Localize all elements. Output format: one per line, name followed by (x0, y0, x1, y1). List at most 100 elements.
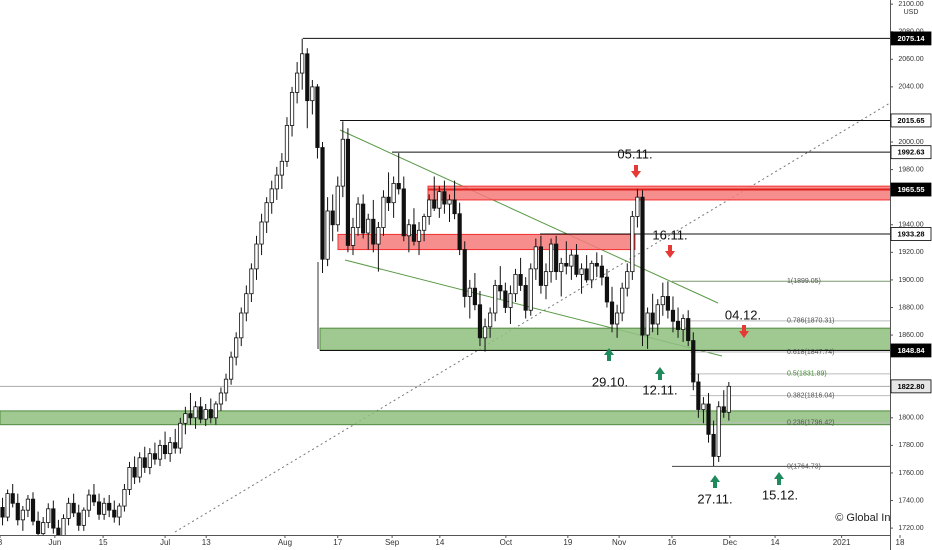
candle-body (432, 199, 437, 209)
candle-body (421, 216, 427, 231)
x-tick-label: 19 (563, 538, 572, 547)
candle-body (71, 502, 76, 514)
candle-body (91, 494, 97, 503)
time-axis (0, 535, 890, 550)
candle-body (726, 385, 731, 413)
level-label-box (890, 343, 932, 358)
zone (319, 327, 932, 351)
annotation-label: 29.10. (592, 374, 628, 389)
currency-label: USD (904, 9, 919, 16)
candle-body (427, 199, 432, 217)
y-tick-label: 2040.00 (898, 84, 923, 91)
candle-body (635, 196, 640, 217)
arrow (665, 245, 675, 258)
candle-body (320, 147, 325, 260)
candle-body (315, 86, 320, 148)
candle-body (533, 246, 538, 270)
candle-body (178, 422, 183, 449)
candle-body (325, 210, 330, 260)
candle-body (543, 271, 549, 286)
x-tick-label: 14 (771, 538, 780, 547)
candle-body (538, 246, 544, 286)
candle-body (355, 203, 361, 228)
x-tick-label: 2021 (833, 538, 851, 547)
candle-body (193, 406, 198, 419)
fib-label: 0.382(1816.04) (787, 393, 834, 400)
candle-body (386, 196, 391, 204)
y-tick-label: 2100.00 (898, 1, 923, 8)
candle-body (706, 403, 711, 435)
candle-body (218, 392, 224, 405)
arrow (631, 165, 641, 178)
candle-body (162, 444, 168, 455)
candle-body (457, 213, 462, 250)
candle-body (614, 312, 620, 325)
candle-body (269, 188, 274, 204)
candle-body (335, 185, 340, 226)
candle-body (157, 444, 163, 460)
candle-body (51, 508, 56, 529)
candle-body (127, 467, 132, 490)
candle-body (366, 218, 371, 234)
candle-body (681, 318, 686, 330)
level-label: 2015.65 (897, 116, 924, 125)
arrow (604, 348, 614, 361)
candle-body (310, 86, 315, 102)
arrow (710, 475, 720, 488)
candle-body (66, 502, 71, 519)
annotation-label: 27.11. (697, 491, 732, 506)
candle-body (340, 138, 345, 187)
zone (427, 185, 932, 201)
y-tick-label: 1860.00 (898, 332, 923, 339)
candle-body (223, 378, 229, 394)
y-tick-label: 1920.00 (898, 249, 923, 256)
level-label-box (890, 113, 932, 128)
candle-body (10, 493, 15, 504)
candle-body (437, 191, 442, 209)
candle-body (35, 520, 41, 535)
candle-body (81, 509, 86, 526)
candle-body (462, 249, 467, 297)
y-tick-label: 2000.00 (898, 139, 923, 146)
candle-body (86, 494, 91, 511)
annotation-label: 05.11. (617, 146, 652, 161)
x-tick-label: Dec (723, 538, 737, 547)
candle-body (371, 218, 376, 245)
candle-body (696, 381, 701, 410)
candle-body (452, 199, 457, 215)
candle-body (5, 493, 10, 518)
candle-body (559, 262, 564, 273)
candle-body (122, 489, 127, 507)
candle-body (198, 406, 203, 420)
candle-body (147, 453, 152, 468)
candle-body (112, 509, 117, 518)
candle-body (142, 457, 147, 468)
candle-body (284, 125, 290, 162)
x-tick-label: 17 (333, 538, 342, 547)
candle-body (620, 287, 625, 314)
candle-body (564, 262, 569, 267)
candle-body (76, 512, 81, 526)
trend-line (339, 129, 719, 304)
candle-body (670, 309, 676, 322)
candle-body (498, 285, 503, 292)
candle-body (508, 293, 513, 308)
x-tick-label: Nov (612, 538, 626, 547)
candle-body (686, 318, 691, 341)
candle-body (228, 356, 234, 380)
candle-body (361, 203, 366, 234)
candle-body (579, 268, 584, 275)
level-label: 1965.55 (897, 185, 924, 194)
candle-body (152, 453, 158, 460)
candle-body (493, 285, 498, 314)
candle-body (625, 271, 630, 289)
candle-body (102, 502, 107, 515)
candle-body (523, 285, 528, 311)
fib-label: 1(1899.05) (787, 278, 821, 285)
y-tick-label: 1980.00 (898, 166, 923, 173)
zone (0, 410, 932, 426)
arrow (655, 367, 665, 380)
candle-body (655, 304, 660, 325)
candle-body (15, 502, 20, 521)
candle-body (467, 287, 472, 297)
